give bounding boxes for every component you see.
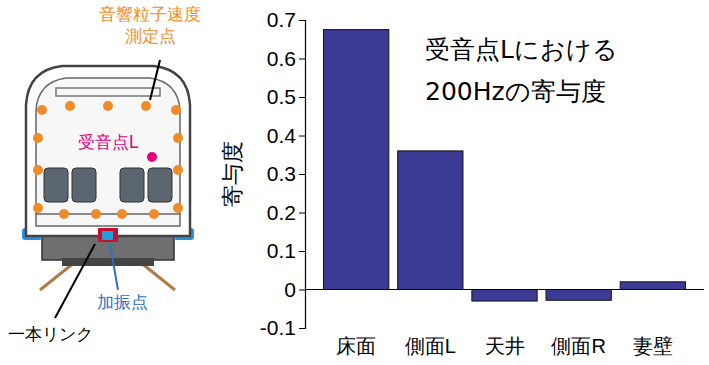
receiver-point: [147, 152, 157, 162]
measurement-point: [173, 203, 183, 213]
train-diagram: 音響粒子速度測定点受音点L 加振点一本リンク: [8, 4, 201, 344]
bar: [620, 282, 685, 290]
tick-mark: [299, 20, 305, 21]
leader: [55, 244, 95, 318]
text-line: 音響粒子速度: [99, 4, 201, 24]
chart-title: 受音点Lにおける 200Hzの寄与度: [425, 35, 618, 106]
tick-label: 側面L: [405, 335, 456, 357]
measurement-point: [91, 209, 101, 219]
car-body: [26, 66, 190, 236]
tick-label: 0.2: [267, 201, 296, 224]
tick-mark: [299, 136, 305, 137]
y-axis-title: 寄与度: [220, 141, 245, 207]
tick: 0.7: [267, 8, 305, 31]
tick-mark: [299, 97, 305, 98]
tick-label: 0.5: [267, 85, 296, 108]
leader: [150, 60, 160, 100]
seat: [120, 168, 144, 202]
tick: 天井: [485, 335, 525, 357]
measurement-point: [33, 165, 43, 175]
tick-mark: [299, 59, 305, 60]
car-interior: [36, 78, 180, 226]
tick-label: 側面R: [551, 335, 605, 357]
tick-label: 0.6: [267, 47, 296, 70]
measurement-point: [33, 203, 43, 213]
measurement-point: [149, 209, 159, 219]
measurement-point: [33, 133, 43, 143]
tick-mark: [299, 290, 305, 291]
measurement-point: [173, 133, 183, 143]
tick: 0.4: [267, 124, 305, 147]
bar: [324, 30, 389, 290]
tick-mark: [299, 328, 305, 329]
label-ground: [70, 130, 146, 152]
excitation-point: [102, 231, 113, 240]
tick: 0.2: [267, 201, 305, 224]
rail: [40, 262, 175, 290]
link-block: [98, 228, 118, 242]
figure: 音響粒子速度測定点受音点L 加振点一本リンク -0.1 0 0.1 0.2 0.3 0.4 0.…: [0, 0, 709, 365]
tick: 0.1: [267, 239, 305, 262]
tick: 妻壁: [633, 335, 673, 357]
tick-label: 天井: [485, 335, 525, 357]
ceiling-panel: [56, 88, 160, 96]
tick-label: 0.3: [267, 162, 296, 185]
seat: [72, 168, 96, 202]
tick-label: 0.7: [267, 8, 296, 31]
tick-label: 妻壁: [633, 335, 673, 357]
leader: [110, 244, 118, 290]
axis-line: [299, 21, 306, 329]
measurement-point: [65, 101, 75, 111]
seat: [44, 168, 68, 202]
measurement-point: [59, 209, 69, 219]
tick: 0.6: [267, 47, 305, 70]
measurement-point: [103, 101, 113, 111]
tick-mark: [299, 251, 305, 252]
seat: [148, 168, 172, 202]
zero-line: [305, 289, 704, 290]
measurement-point: [173, 165, 183, 175]
label-excitation: 加振点: [97, 292, 148, 312]
tick: 床面: [336, 335, 376, 357]
measurement-point: [37, 105, 47, 115]
tick-label: 0: [284, 278, 296, 301]
bogie: [62, 258, 154, 266]
bar: [546, 290, 611, 301]
tick-label: 0.1: [267, 239, 296, 262]
measurement-point: [171, 105, 181, 115]
label-measurement: 音響粒子速度測定点: [99, 4, 201, 46]
bars: [324, 30, 686, 301]
tick: 0.3: [267, 162, 305, 185]
tick: 側面R: [551, 335, 605, 357]
y-axis: -0.1 0 0.1 0.2 0.3 0.4 0.5 0.6 0.7: [260, 8, 306, 339]
measurement-point: [141, 101, 151, 111]
tick-label: 0.4: [267, 124, 297, 147]
measurement-point: [117, 209, 127, 219]
text-line: 測定点: [125, 26, 176, 46]
bar: [472, 290, 537, 302]
tick: 側面L: [405, 335, 456, 357]
bar: [398, 151, 463, 290]
tick-mark: [299, 213, 305, 214]
label-receiver: 受音点L: [78, 132, 139, 152]
tick: 0.5: [267, 85, 305, 108]
tick-mark: [299, 174, 305, 175]
label-link: 一本リンク: [8, 324, 93, 344]
x-axis: 床面 側面L 天井 側面R 妻壁: [336, 335, 673, 357]
text-line: 200Hzの寄与度: [425, 77, 606, 106]
tick: 0: [284, 278, 305, 301]
tick-label: 床面: [336, 335, 376, 357]
tick-label: -0.1: [260, 316, 296, 339]
bar-chart: -0.1 0 0.1 0.2 0.3 0.4 0.5 0.6 0.7 床面 側面L 天井 側面R 妻壁 寄与…: [220, 8, 704, 357]
text-line: 受音点Lにおける: [425, 35, 618, 64]
tick: -0.1: [260, 316, 305, 339]
